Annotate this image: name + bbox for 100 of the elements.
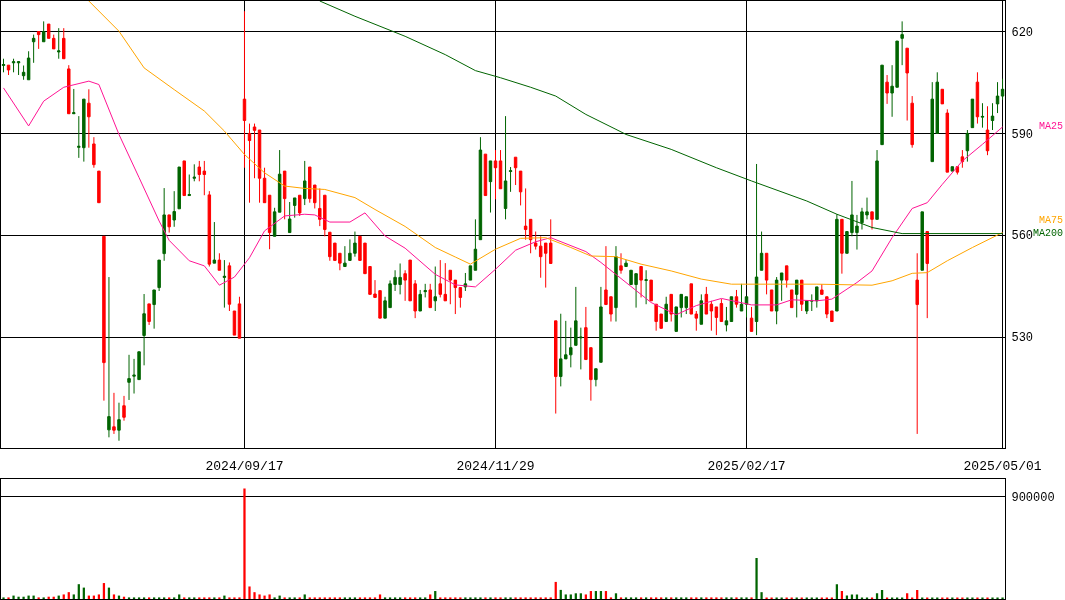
candlestick: [182, 160, 186, 197]
bar: [614, 593, 618, 599]
candlestick: [157, 259, 161, 292]
bar: [253, 592, 256, 599]
candlestick: [122, 395, 126, 422]
bar: [248, 586, 251, 599]
candlestick: [669, 293, 673, 323]
candlestick: [990, 102, 995, 131]
candlestick: [664, 296, 668, 323]
candlestick: [599, 286, 603, 363]
candlestick: [870, 211, 874, 231]
bar: [223, 595, 226, 599]
bar: [17, 596, 20, 599]
candlestick: [287, 201, 292, 234]
candlestick: [11, 58, 16, 73]
candlestick: [1, 58, 6, 73]
candlestick: [433, 266, 437, 312]
candlestick: [217, 252, 222, 271]
candlestick: [62, 27, 66, 60]
candlestick: [207, 190, 212, 268]
candlestick: [759, 231, 764, 271]
bar: [112, 594, 116, 599]
candlestick: [699, 293, 704, 325]
candlestick: [624, 259, 628, 268]
candlestick: [72, 88, 76, 115]
bar: [574, 593, 577, 599]
candlestick: [840, 218, 844, 275]
bar: [579, 593, 582, 599]
candlestick: [639, 266, 643, 298]
x-tick-label: 2024/11/29: [456, 459, 535, 475]
bar: [67, 592, 70, 599]
candlestick: [498, 149, 503, 190]
candlestick: [794, 279, 799, 318]
candlestick: [739, 283, 744, 312]
candlestick: [192, 163, 197, 182]
candlestick: [187, 174, 191, 197]
candlestick: [905, 47, 909, 122]
x-tick-label: 2025/02/17: [707, 459, 786, 475]
candlestick: [980, 102, 985, 129]
candlestick: [975, 71, 980, 125]
bar: [906, 593, 909, 599]
candlestick: [900, 20, 904, 66]
candlestick: [232, 310, 237, 336]
bar: [62, 594, 65, 599]
candlestick: [247, 123, 252, 204]
candlestick: [16, 60, 21, 76]
candlestick: [292, 197, 297, 219]
candlestick: [925, 231, 929, 319]
candlestick: [343, 245, 347, 268]
candlestick: [102, 235, 106, 402]
candlestick: [940, 88, 945, 105]
candlestick: [744, 296, 749, 318]
candlestick: [473, 218, 478, 271]
bar: [27, 595, 30, 599]
candlestick: [67, 64, 71, 115]
x-tick-label: 2025/05/01: [963, 459, 1042, 475]
y-tick-label: 620: [1011, 25, 1034, 40]
candlestick: [518, 170, 523, 206]
candlestick: [554, 320, 558, 415]
candlestick: [789, 289, 794, 309]
candlestick: [764, 252, 769, 295]
x-tick-label: 2024/09/17: [205, 459, 284, 475]
bar: [855, 594, 859, 599]
candlestick: [1000, 78, 1005, 101]
candlestick: [222, 259, 227, 309]
candlestick: [880, 64, 884, 146]
y-tick-label: 530: [1011, 331, 1034, 346]
candlestick: [212, 221, 217, 264]
candlestick: [885, 74, 889, 105]
candlestick: [513, 156, 518, 186]
candlestick: [147, 303, 151, 326]
candlestick: [36, 31, 41, 50]
candlestick: [749, 306, 754, 332]
candlestick: [784, 265, 789, 289]
bar: [584, 594, 587, 599]
text: MA25: [1039, 121, 1064, 132]
candlestick: [97, 170, 101, 204]
candlestick: [92, 136, 96, 169]
candlestick: [282, 170, 287, 220]
candlestick: [423, 283, 427, 298]
candlestick: [503, 115, 508, 220]
candlestick: [142, 293, 146, 366]
candlestick: [594, 368, 598, 387]
bar: [72, 594, 75, 599]
bar: [268, 594, 271, 599]
candlestick: [985, 105, 990, 156]
candlestick: [644, 269, 648, 305]
candlestick: [297, 194, 302, 217]
candlestick: [112, 392, 116, 435]
candlestick: [41, 20, 46, 43]
candlestick: [21, 65, 26, 81]
candlestick: [910, 95, 914, 149]
candlestick: [87, 88, 91, 149]
bar: [22, 596, 25, 599]
y-tick-label: 900000: [1011, 490, 1055, 505]
bar: [569, 594, 572, 599]
bar: [263, 595, 266, 599]
text: MA200: [1033, 228, 1064, 239]
candlestick: [428, 283, 432, 309]
bar: [178, 594, 181, 599]
